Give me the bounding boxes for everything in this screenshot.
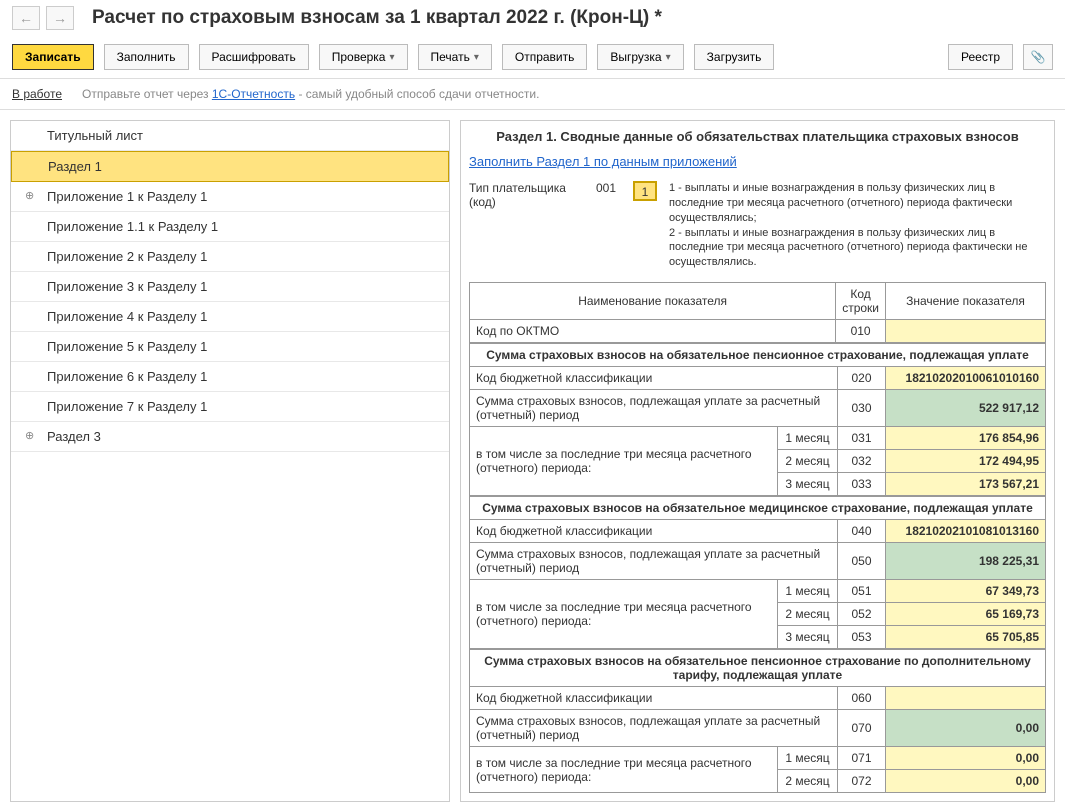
month-value[interactable]: 173 567,21 [886,473,1046,496]
fill-section-link[interactable]: Заполнить Раздел 1 по данным приложений [469,154,1046,169]
total-value[interactable]: 522 917,12 [886,390,1046,427]
month-code: 052 [838,603,886,626]
total-name: Сумма страховых взносов, подлежащая упла… [470,390,838,427]
kbk-code: 060 [838,687,886,710]
month-label: 1 месяц [778,580,838,603]
total-value[interactable]: 198 225,31 [886,543,1046,580]
kbk-name: Код бюджетной классификации [470,367,838,390]
kbk-name: Код бюджетной классификации [470,687,838,710]
save-button[interactable]: Записать [12,44,94,70]
months-label: в том числе за последние три месяца расч… [470,427,778,496]
month-code: 053 [838,626,886,649]
print-button[interactable]: Печать [418,44,492,70]
nav-item-app-3[interactable]: Приложение 3 к Разделу 1 [11,272,449,302]
total-code: 030 [838,390,886,427]
month-label: 3 месяц [778,473,838,496]
oktmo-code: 010 [836,320,886,343]
status-label[interactable]: В работе [12,87,62,101]
month-value[interactable]: 67 349,73 [886,580,1046,603]
decrypt-button[interactable]: Расшифровать [199,44,309,70]
export-button[interactable]: Выгрузка [597,44,683,70]
month-code: 072 [838,770,886,793]
back-button[interactable]: ← [12,6,40,30]
fill-button[interactable]: Заполнить [104,44,189,70]
months-label: в том числе за последние три месяца расч… [470,747,778,793]
forward-button[interactable]: → [46,6,74,30]
main-panel: Раздел 1. Сводные данные об обязательств… [460,120,1055,802]
payer-type-code: 001 [591,181,621,195]
section-title: Раздел 1. Сводные данные об обязательств… [469,129,1046,144]
month-value[interactable]: 65 705,85 [886,626,1046,649]
month-label: 3 месяц [778,626,838,649]
data-table: Наименование показателя Код строки Значе… [469,282,1046,343]
payer-type-value[interactable]: 1 [633,181,657,201]
month-label: 2 месяц [778,450,838,473]
th-value: Значение показателя [886,283,1046,320]
month-label: 1 месяц [778,747,838,770]
kbk-name: Код бюджетной классификации [470,520,838,543]
check-button[interactable]: Проверка [319,44,408,70]
nav-item-app-1-1[interactable]: Приложение 1.1 к Разделу 1 [11,212,449,242]
nav-item-title-page[interactable]: Титульный лист [11,121,449,151]
month-label: 1 месяц [778,427,838,450]
registry-button[interactable]: Реестр [948,44,1013,70]
payer-type-label: Тип плательщика (код) [469,181,579,209]
kbk-code: 020 [838,367,886,390]
load-button[interactable]: Загрузить [694,44,775,70]
th-name: Наименование показателя [470,283,836,320]
oktmo-value[interactable] [886,320,1046,343]
nav-item-app-5[interactable]: Приложение 5 к Разделу 1 [11,332,449,362]
paperclip-icon: 📎 [1031,50,1046,64]
kbk-code: 040 [838,520,886,543]
th-code: Код строки [836,283,886,320]
group-title: Сумма страховых взносов на обязательное … [470,344,1046,367]
status-hint: Отправьте отчет через 1С-Отчетность - са… [82,87,539,101]
nav-panel: Титульный лист Раздел 1 Приложение 1 к Р… [10,120,450,802]
month-value[interactable]: 176 854,96 [886,427,1046,450]
kbk-value[interactable]: 18210202101081013160 [886,520,1046,543]
months-label: в том числе за последние три месяца расч… [470,580,778,649]
total-code: 070 [838,710,886,747]
month-code: 033 [838,473,886,496]
kbk-value[interactable] [886,687,1046,710]
month-code: 051 [838,580,886,603]
total-value[interactable]: 0,00 [886,710,1046,747]
kbk-value[interactable]: 18210202010061010160 [886,367,1046,390]
nav-item-section-1[interactable]: Раздел 1 [11,151,449,182]
page-title: Расчет по страховым взносам за 1 квартал… [92,7,662,29]
attach-button[interactable]: 📎 [1023,44,1053,70]
oktmo-name: Код по ОКТМО [470,320,836,343]
total-name: Сумма страховых взносов, подлежащая упла… [470,710,838,747]
nav-item-section-3[interactable]: Раздел 3 [11,422,449,452]
total-code: 050 [838,543,886,580]
nav-item-app-7[interactable]: Приложение 7 к Разделу 1 [11,392,449,422]
month-value[interactable]: 0,00 [886,770,1046,793]
group-title: Сумма страховых взносов на обязательное … [470,497,1046,520]
nav-item-app-4[interactable]: Приложение 4 к Разделу 1 [11,302,449,332]
nav-item-app-2[interactable]: Приложение 2 к Разделу 1 [11,242,449,272]
reporting-link[interactable]: 1С-Отчетность [212,87,295,101]
month-value[interactable]: 65 169,73 [886,603,1046,626]
payer-type-desc: 1 - выплаты и иные вознаграждения в поль… [669,181,1046,270]
month-label: 2 месяц [778,603,838,626]
month-value[interactable]: 0,00 [886,747,1046,770]
month-code: 071 [838,747,886,770]
total-name: Сумма страховых взносов, подлежащая упла… [470,543,838,580]
send-button[interactable]: Отправить [502,44,588,70]
month-code: 031 [838,427,886,450]
month-label: 2 месяц [778,770,838,793]
nav-item-app-6[interactable]: Приложение 6 к Разделу 1 [11,362,449,392]
group-title: Сумма страховых взносов на обязательное … [470,650,1046,687]
month-value[interactable]: 172 494,95 [886,450,1046,473]
month-code: 032 [838,450,886,473]
nav-item-app-1[interactable]: Приложение 1 к Разделу 1 [11,182,449,212]
